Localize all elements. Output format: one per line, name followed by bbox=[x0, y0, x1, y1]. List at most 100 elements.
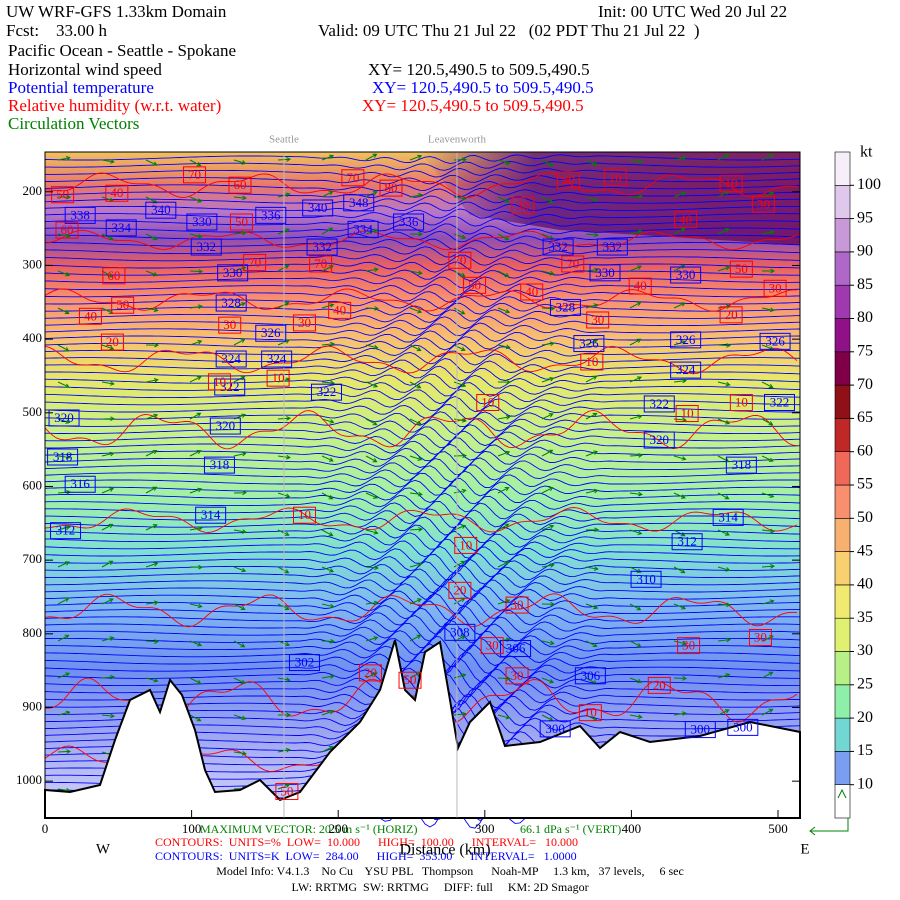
theta-label-box bbox=[47, 448, 79, 466]
isentrope bbox=[44, 619, 801, 643]
circulation-vector bbox=[189, 640, 203, 647]
circulation-vector bbox=[497, 561, 510, 568]
isentrope bbox=[45, 161, 801, 171]
circulation-vector bbox=[453, 307, 466, 315]
field-name: Horizontal wind speed bbox=[8, 60, 162, 79]
rh-label: 10 bbox=[585, 354, 598, 369]
circulation-vector bbox=[101, 416, 116, 422]
max-vertical: 66.1 dPa s⁻¹ (VERT) bbox=[520, 822, 621, 836]
circulation-vector bbox=[189, 339, 203, 346]
colorbar-label: 85 bbox=[857, 276, 873, 293]
isentrope bbox=[45, 500, 801, 521]
circulation-vector bbox=[277, 264, 290, 272]
circulation-vector bbox=[101, 233, 114, 240]
theta-label-box bbox=[302, 199, 334, 217]
isentrope bbox=[44, 381, 801, 397]
theta-label-box bbox=[671, 533, 703, 551]
circulation-vector bbox=[629, 603, 642, 611]
rh-label-box bbox=[505, 596, 529, 614]
circulation-vector bbox=[497, 379, 512, 385]
theta-label: 334 bbox=[111, 220, 131, 235]
circulation-vector bbox=[365, 418, 378, 426]
isentrope bbox=[44, 289, 801, 303]
y-tick-label: 900 bbox=[23, 698, 43, 713]
theta-label: 330 bbox=[192, 214, 212, 229]
colorbar-label: 45 bbox=[857, 542, 873, 559]
isentrope bbox=[45, 230, 801, 243]
rh-label: 30 bbox=[769, 280, 782, 295]
rh-label-box bbox=[480, 637, 504, 655]
theta-label-box bbox=[574, 667, 606, 685]
theta-label-box bbox=[261, 350, 293, 368]
circulation-vector bbox=[321, 418, 335, 424]
rh-label-box bbox=[719, 306, 743, 324]
circulation-vector bbox=[453, 524, 467, 531]
circulation-vector bbox=[629, 414, 643, 420]
x-tick-label: 200 bbox=[328, 821, 348, 836]
circulation-vector bbox=[189, 269, 204, 274]
circulation-vector bbox=[497, 487, 510, 494]
theta-label: 334 bbox=[353, 221, 373, 236]
isentrope bbox=[44, 276, 800, 289]
rh-label-box bbox=[358, 664, 382, 682]
circulation-vector bbox=[629, 529, 643, 535]
circulation-vector bbox=[497, 344, 511, 350]
circulation-vector bbox=[761, 599, 775, 605]
theta-label: 318 bbox=[53, 449, 73, 464]
humidity-contour bbox=[44, 288, 798, 312]
circulation-vector bbox=[717, 492, 730, 500]
circulation-vector bbox=[453, 560, 466, 568]
max-vector: MAXIMUM VECTOR: 20.5 m s⁻¹ (HORIZ) bbox=[200, 822, 418, 836]
rh-label: 30 bbox=[298, 315, 311, 330]
rh-label: 50 bbox=[280, 783, 293, 798]
circulation-vector bbox=[585, 196, 599, 202]
circulation-vector bbox=[409, 231, 424, 237]
circulation-vector bbox=[497, 415, 511, 420]
circulation-vector bbox=[453, 233, 467, 240]
theta-label: 300 bbox=[545, 721, 565, 736]
colorbar-swatch bbox=[834, 284, 851, 319]
circulation-vector bbox=[57, 597, 70, 605]
circulation-vector bbox=[101, 381, 115, 386]
rh-label: 20 bbox=[453, 582, 466, 597]
theta-label: 318 bbox=[732, 457, 752, 472]
colorbar-label: 100 bbox=[857, 176, 881, 193]
circulation-vector bbox=[277, 566, 290, 574]
theta-label: 326 bbox=[765, 333, 785, 348]
rh-label-box bbox=[55, 221, 79, 239]
circulation-vector bbox=[145, 233, 158, 241]
rh-label: 70 bbox=[188, 167, 201, 182]
rh-label-box bbox=[448, 581, 472, 599]
circulation-vector bbox=[629, 453, 644, 458]
theta-label-box bbox=[306, 238, 338, 256]
rh-label: 30 bbox=[516, 198, 529, 213]
circulation-vector bbox=[145, 562, 159, 568]
model-info: Model Info: V4.1.3 No Cu YSU PBL Thompso… bbox=[216, 864, 684, 878]
circulation-vector bbox=[629, 714, 643, 719]
rh-label: 60 bbox=[60, 222, 73, 237]
circulation-vector bbox=[145, 378, 159, 383]
rh-label-box bbox=[228, 176, 252, 194]
circulation-vector bbox=[233, 230, 247, 236]
plot-area: 338 340 330 336 340 348 334 334 336 332 332 332 332 3… bbox=[44, 152, 801, 829]
circulation-vector bbox=[585, 640, 598, 647]
rh-label-box bbox=[292, 314, 316, 332]
circulation-vector bbox=[277, 301, 290, 309]
rh-label-box bbox=[111, 296, 135, 314]
circulation-vector bbox=[189, 677, 202, 685]
theta-label-box bbox=[763, 393, 795, 411]
circulation-vector bbox=[145, 307, 159, 313]
circulation-vector bbox=[57, 454, 71, 460]
colorbar-swatch bbox=[834, 551, 851, 586]
circulation-vector bbox=[453, 344, 466, 351]
circulation-vector bbox=[189, 564, 204, 570]
rh-label-box bbox=[218, 316, 242, 334]
circulation-vector bbox=[453, 381, 467, 388]
circulation-vector bbox=[409, 381, 422, 389]
rh-label: 20 bbox=[725, 307, 738, 322]
colorbar-swatch bbox=[834, 351, 851, 386]
theta-label: 340 bbox=[308, 200, 328, 215]
y-tick-label: 500 bbox=[23, 404, 43, 419]
rh-label: 70 bbox=[248, 254, 261, 269]
circulation-vector bbox=[145, 639, 160, 644]
